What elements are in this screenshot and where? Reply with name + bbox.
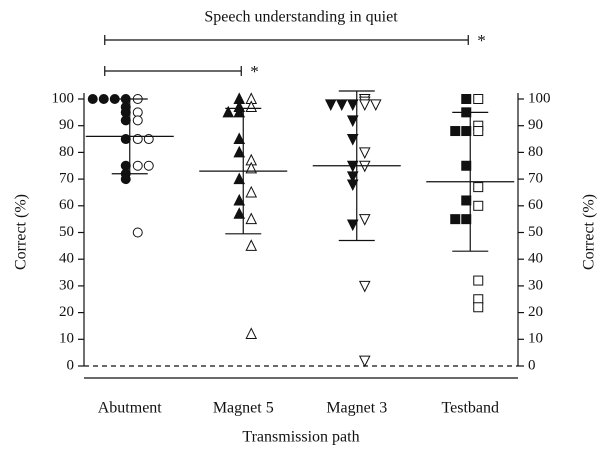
point (473, 302, 484, 313)
point (222, 105, 235, 118)
point (87, 94, 98, 104)
x-tick-label: Magnet 5 (213, 400, 274, 417)
point (473, 275, 484, 286)
y-tick-label: 60 (59, 197, 74, 213)
point (461, 195, 472, 206)
point (245, 327, 258, 339)
y2-tick-label: 50 (528, 224, 543, 240)
y2-tick-label: 100 (528, 90, 551, 106)
point (324, 99, 337, 111)
y2-tick-label: 90 (528, 117, 543, 133)
point (473, 94, 484, 104)
point (346, 99, 359, 111)
x-axis-label: Transmission path (242, 429, 359, 446)
point (98, 94, 109, 104)
point (358, 280, 371, 293)
point (233, 132, 246, 145)
chart-title: Speech understanding in quiet (204, 9, 398, 26)
point (473, 182, 484, 193)
point (233, 193, 246, 206)
x-tick-label: Magnet 3 (326, 400, 387, 417)
point (358, 214, 371, 226)
point (245, 239, 258, 251)
y-tick-label: 30 (59, 277, 74, 293)
significance-bracket (104, 35, 469, 45)
point (346, 134, 359, 146)
point (461, 160, 472, 171)
x-tick-label: Testband (441, 400, 499, 417)
x-tick-label: Abutment (98, 400, 163, 417)
point (132, 160, 143, 171)
significance-label: * (250, 62, 259, 81)
point (369, 99, 382, 111)
point (245, 185, 258, 198)
point (346, 115, 359, 127)
y-tick-label: 50 (59, 224, 74, 240)
point (461, 94, 472, 104)
y-tick-label: 20 (59, 304, 74, 320)
y-tick-label: 80 (59, 144, 74, 160)
point (245, 161, 258, 174)
y-axis-label: Correct (%) (13, 194, 30, 270)
point (245, 212, 258, 225)
point (358, 99, 371, 111)
point (346, 219, 359, 232)
point (473, 126, 484, 137)
point (450, 126, 461, 137)
point (245, 100, 258, 113)
y-tick-label: 90 (59, 117, 74, 133)
significance-bracket (104, 66, 242, 76)
y-tick-label: 70 (59, 171, 74, 187)
y2-tick-label: 60 (528, 197, 543, 213)
point (233, 207, 246, 219)
y2-tick-label: 30 (528, 277, 543, 293)
point (346, 179, 359, 192)
significance-label: * (477, 31, 486, 50)
y-tick-label: 40 (59, 251, 74, 267)
y2-tick-label: 70 (528, 171, 543, 187)
y2-tick-label: 10 (528, 331, 543, 347)
y2-axis-label: Correct (%) (581, 194, 598, 270)
y-tick-label: 10 (59, 331, 74, 347)
point (233, 105, 246, 118)
point (358, 147, 371, 160)
y2-tick-label: 20 (528, 304, 543, 320)
y2-tick-label: 0 (528, 357, 536, 373)
y2-tick-label: 40 (528, 251, 543, 267)
point (132, 115, 143, 126)
point (120, 115, 131, 126)
point (233, 145, 246, 158)
point (143, 160, 154, 171)
point (461, 214, 472, 225)
y-tick-label: 100 (52, 90, 75, 106)
point (120, 174, 131, 185)
point (358, 355, 371, 368)
y-tick-label: 0 (67, 357, 75, 373)
point (132, 227, 143, 238)
point (346, 171, 359, 184)
point (473, 200, 484, 211)
point (461, 126, 472, 137)
point (335, 99, 348, 111)
point (450, 214, 461, 225)
y2-tick-label: 80 (528, 144, 543, 160)
point (233, 172, 246, 185)
